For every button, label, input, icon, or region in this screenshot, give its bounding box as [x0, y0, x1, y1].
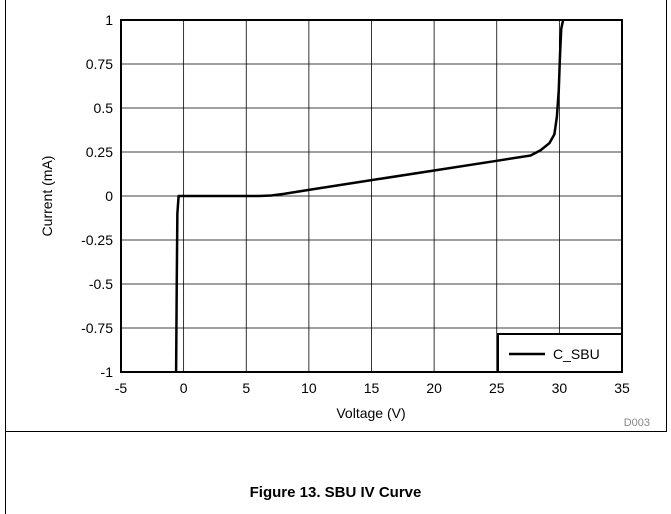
- legend: C_SBU: [497, 333, 623, 373]
- y-axis-label: Current (mA): [39, 156, 55, 237]
- plot-area-border: [120, 19, 623, 373]
- y-tick-label: -0.25: [81, 232, 113, 248]
- x-tick-label: 0: [180, 380, 188, 396]
- series-layer: [174, 19, 565, 373]
- y-tick-label: -0.5: [89, 276, 113, 292]
- y-tick-label: -0.75: [81, 320, 113, 336]
- x-tick-label: -5: [115, 380, 128, 396]
- y-tick-label: 0: [105, 188, 113, 204]
- y-tick-label: 0.5: [94, 100, 114, 116]
- figure-id: D003: [624, 417, 650, 429]
- x-tick-label: 5: [242, 380, 250, 396]
- x-tick-label: 25: [489, 380, 505, 396]
- x-tick-label: 30: [552, 380, 568, 396]
- page-frame-right: [666, 0, 667, 432]
- x-tick-label: 10: [301, 380, 317, 396]
- y-tick-label: 0.75: [86, 56, 113, 72]
- x-axis-label: Voltage (V): [336, 405, 405, 421]
- tick-labels: -5 0 5 10 15 20 25 30 35 -1 -0.75 -0.5 -0.25 0 0.25 0.5…: [81, 12, 630, 396]
- page-frame-left: [5, 0, 6, 514]
- legend-label-c-sbu: C_SBU: [553, 346, 600, 362]
- series-line-c-sbu: [174, 19, 565, 373]
- y-tick-label: 0.25: [86, 144, 113, 160]
- iv-curve-chart: -5 0 5 10 15 20 25 30 35 -1 -0.75 -0.5 -0.25 0 0.25 0.5…: [39, 12, 650, 429]
- x-tick-label: 20: [426, 380, 442, 396]
- x-tick-label: 35: [614, 380, 630, 396]
- y-tick-label: 1: [105, 12, 113, 28]
- x-tick-label: 15: [364, 380, 380, 396]
- figure-caption: Figure 13. SBU IV Curve: [249, 484, 422, 501]
- page-frame-bottom: [5, 431, 667, 432]
- y-tick-label: -1: [101, 364, 114, 380]
